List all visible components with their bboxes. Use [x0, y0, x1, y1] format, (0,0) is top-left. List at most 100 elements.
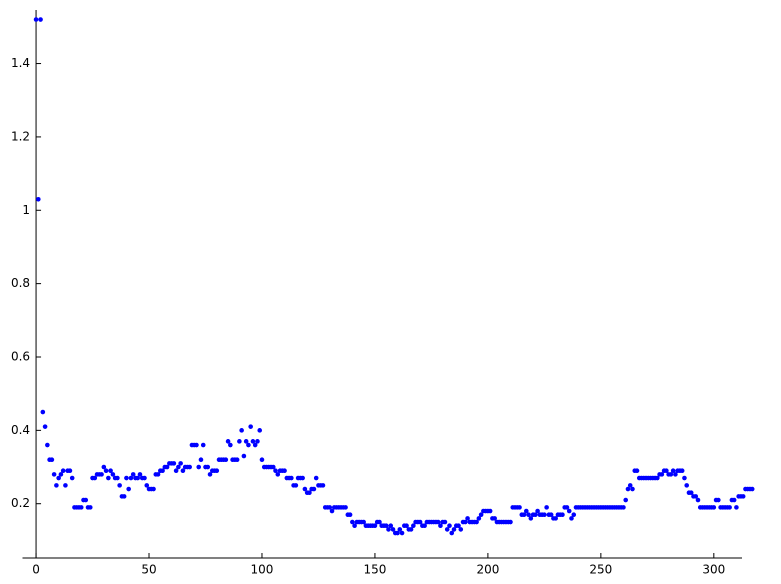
point — [404, 523, 409, 529]
point — [474, 519, 479, 525]
point — [388, 523, 394, 529]
point — [682, 475, 687, 481]
point — [200, 442, 206, 448]
point — [248, 424, 253, 429]
point — [397, 527, 403, 532]
y-tick-label: 0.2 — [11, 496, 30, 510]
point — [664, 468, 669, 474]
point — [178, 461, 183, 466]
point — [187, 464, 192, 470]
point — [329, 508, 335, 514]
point — [142, 475, 147, 481]
point — [435, 519, 441, 525]
point — [241, 453, 247, 459]
point — [716, 497, 721, 503]
point — [383, 523, 389, 529]
y-tick-label: 0.8 — [11, 276, 30, 290]
point — [548, 512, 554, 518]
point — [307, 490, 312, 496]
point — [327, 505, 333, 510]
point — [173, 468, 179, 474]
point — [569, 516, 574, 521]
point — [542, 512, 547, 518]
x-tick-label: 300 — [702, 563, 725, 577]
point — [234, 457, 240, 462]
point — [727, 505, 732, 510]
point — [399, 530, 405, 536]
point — [151, 486, 156, 492]
point — [115, 475, 120, 481]
x-tick-label: 200 — [476, 563, 499, 577]
point — [560, 512, 565, 518]
point — [688, 490, 694, 496]
point — [411, 523, 416, 529]
point — [621, 505, 626, 510]
point — [566, 508, 572, 514]
point — [171, 461, 177, 466]
point — [684, 483, 690, 488]
y-tick-label: 1 — [22, 203, 30, 217]
point — [40, 409, 46, 415]
point — [110, 472, 116, 477]
point — [259, 457, 265, 462]
point — [275, 472, 281, 477]
point — [390, 527, 396, 532]
point — [207, 472, 213, 477]
point — [42, 424, 48, 429]
point — [130, 472, 136, 477]
point — [252, 442, 258, 448]
point — [659, 472, 665, 477]
point — [83, 497, 89, 503]
point — [243, 439, 249, 444]
y-tick-label: 0.4 — [11, 423, 30, 437]
point — [311, 486, 317, 492]
point — [99, 472, 104, 477]
x-tick-label: 0 — [32, 563, 40, 577]
point — [246, 442, 251, 448]
point — [377, 519, 382, 525]
point — [524, 508, 529, 514]
x-tick-label: 150 — [363, 563, 386, 577]
point — [695, 497, 701, 503]
point — [386, 527, 391, 532]
point — [442, 519, 448, 525]
point — [463, 519, 468, 525]
point — [731, 497, 737, 503]
point — [320, 483, 326, 488]
point — [693, 494, 699, 499]
point — [180, 468, 186, 474]
point — [487, 508, 493, 514]
x-tick-label: 250 — [589, 563, 612, 577]
point — [60, 468, 66, 474]
point — [225, 439, 231, 444]
point — [78, 505, 84, 510]
point — [734, 505, 739, 510]
point — [343, 505, 348, 510]
point — [630, 486, 635, 492]
point — [49, 457, 55, 462]
point — [137, 472, 143, 477]
point — [255, 439, 260, 444]
point — [655, 475, 660, 481]
point — [478, 512, 484, 518]
point — [417, 519, 423, 525]
point — [634, 468, 640, 474]
point — [239, 428, 244, 433]
point — [196, 464, 202, 470]
point — [670, 468, 676, 474]
x-tick-label: 100 — [251, 563, 274, 577]
point — [92, 475, 98, 481]
point — [214, 468, 220, 474]
point — [87, 505, 93, 510]
point — [372, 523, 378, 529]
point — [451, 527, 457, 532]
point — [164, 464, 170, 470]
point — [282, 468, 287, 474]
point — [623, 497, 629, 503]
point — [67, 468, 73, 474]
point — [257, 428, 263, 433]
point — [395, 530, 400, 536]
point — [679, 468, 685, 474]
y-tick-label: 1.2 — [11, 129, 30, 143]
